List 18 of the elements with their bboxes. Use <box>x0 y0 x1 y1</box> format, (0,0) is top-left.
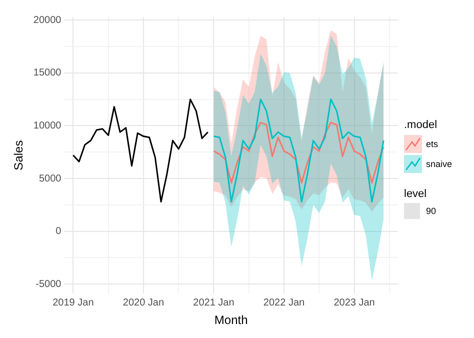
legend-title: .model <box>404 119 438 131</box>
y-tick-label: 20000 <box>33 14 62 26</box>
x-tick-label: 2022 Jan <box>263 297 305 308</box>
legend-label: snaive <box>426 159 452 169</box>
y-axis-title: Sales <box>12 140 26 170</box>
x-tick-label: 2021 Jan <box>193 297 234 308</box>
x-tick-label: 2020 Jan <box>122 297 164 308</box>
y-tick-label: -5000 <box>36 278 62 290</box>
y-tick-label: 0 <box>56 226 62 238</box>
x-tick-label: 2019 Jan <box>52 297 94 308</box>
x-tick-label: 2023 Jan <box>334 297 375 308</box>
text: 90 <box>426 206 436 216</box>
y-tick-label: 15000 <box>33 68 62 79</box>
y-tick-label: 10000 <box>33 120 62 132</box>
text: level <box>404 188 428 200</box>
x-axis-title: Month <box>214 313 248 328</box>
legend-label: ets <box>426 139 438 149</box>
y-tick-label: 5000 <box>38 173 62 184</box>
